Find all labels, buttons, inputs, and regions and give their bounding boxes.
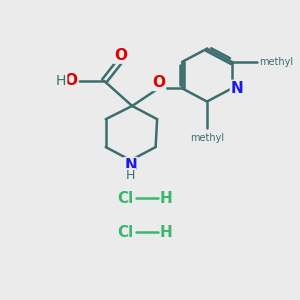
Text: N: N [231,81,244,96]
Text: Cl: Cl [117,225,134,240]
Text: methyl: methyl [259,57,293,67]
Text: O: O [64,74,78,88]
Text: O: O [114,48,127,63]
Text: O: O [152,75,165,90]
Text: Cl: Cl [117,191,134,206]
Text: H: H [160,225,172,240]
Text: H: H [56,74,66,88]
Text: H: H [160,191,172,206]
Text: H: H [126,169,135,182]
Text: N: N [124,158,137,173]
Text: methyl: methyl [190,133,224,143]
